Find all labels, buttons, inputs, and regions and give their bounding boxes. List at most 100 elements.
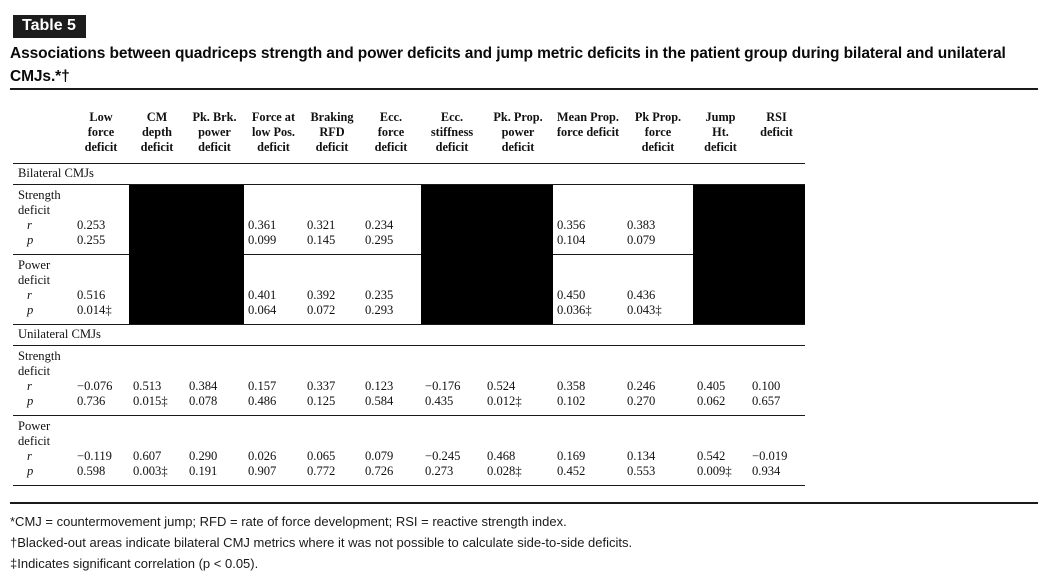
r-value: 0.524	[487, 379, 516, 393]
r-value: 0.405	[697, 379, 726, 393]
p-value: 0.078	[189, 394, 218, 408]
blacked-out-cell	[748, 254, 805, 325]
column-header: Braking RFD deficit	[303, 98, 361, 164]
table-cell: 0.401 0.064	[244, 254, 303, 325]
table-cell: 0.607 0.003‡	[129, 415, 185, 486]
table-cell: 0.361 0.099	[244, 185, 303, 255]
p-value: 0.079	[627, 233, 656, 247]
r-value: −0.245	[425, 449, 461, 463]
r-value: 0.356	[557, 218, 586, 232]
table-cell: 0.079 0.726	[361, 415, 421, 486]
table-cell: −0.076 0.736	[73, 346, 129, 416]
column-header: Pk. Brk. power deficit	[185, 98, 244, 164]
blacked-out-cell	[483, 254, 553, 325]
p-value: 0.099	[248, 233, 277, 247]
table-title: Associations between quadriceps strength…	[10, 45, 1006, 85]
p-value: 0.772	[307, 464, 336, 478]
r-value: 0.383	[627, 218, 656, 232]
table-cell: 0.100 0.657	[748, 346, 805, 416]
r-value: 0.516	[77, 288, 106, 302]
metric-row-label: Power deficit r p	[13, 254, 73, 325]
metric-row-label: Strength deficit r p	[13, 346, 73, 416]
p-value: 0.104	[557, 233, 586, 247]
r-value: 0.134	[627, 449, 656, 463]
table-cell: 0.524 0.012‡	[483, 346, 553, 416]
table-cell: 0.026 0.907	[244, 415, 303, 486]
table-cell: 0.246 0.270	[623, 346, 693, 416]
blacked-out-cell	[483, 184, 553, 255]
table-cell: 0.358 0.102	[553, 346, 623, 416]
table-cell: 0.234 0.295	[361, 185, 421, 255]
section-label: Bilateral CMJs	[13, 163, 805, 185]
column-header: Ecc. stiffness deficit	[421, 98, 483, 164]
title-divider-rule	[10, 88, 1038, 90]
p-value: 0.015‡	[133, 394, 168, 408]
metric-row-label: Power deficit r p	[13, 415, 73, 486]
r-value: 0.246	[627, 379, 656, 393]
table-cell: 0.065 0.772	[303, 415, 361, 486]
column-header: Jump Ht. deficit	[693, 98, 748, 164]
blacked-out-cell	[185, 184, 244, 255]
table-cell: 0.321 0.145	[303, 185, 361, 255]
blacked-out-cell	[129, 254, 185, 325]
r-value: 0.234	[365, 218, 394, 232]
table-body: Bilateral CMJs Strength deficit r p 0.253 0.2…	[13, 163, 805, 486]
footnote-divider-rule	[10, 502, 1038, 504]
p-value: 0.014‡	[77, 303, 112, 317]
table-cell: 0.235 0.293	[361, 254, 421, 325]
p-value: 0.435	[425, 394, 454, 408]
r-value: 0.123	[365, 379, 394, 393]
table-cell: 0.513 0.015‡	[129, 346, 185, 416]
blacked-out-cell	[185, 254, 244, 325]
table-cell: −0.019 0.934	[748, 415, 805, 486]
table-cell: 0.436 0.043‡	[623, 254, 693, 325]
p-value: 0.598	[77, 464, 106, 478]
table-cell: −0.245 0.273	[421, 415, 483, 486]
table-cell: 0.356 0.104	[553, 185, 623, 255]
r-sub-label: r	[27, 218, 32, 232]
p-value: 0.043‡	[627, 303, 662, 317]
p-value: 0.102	[557, 394, 586, 408]
r-value: 0.361	[248, 218, 277, 232]
footnote-line: *CMJ = countermovement jump; RFD = rate …	[10, 514, 567, 529]
p-value: 0.062	[697, 394, 726, 408]
p-value: 0.255	[77, 233, 106, 247]
table-cell: 0.290 0.191	[185, 415, 244, 486]
table-cell: 0.405 0.062	[693, 346, 748, 416]
table-cell: 0.384 0.078	[185, 346, 244, 416]
blacked-out-cell	[748, 184, 805, 255]
r-value: 0.321	[307, 218, 336, 232]
p-value: 0.273	[425, 464, 454, 478]
column-header: Pk Prop. force deficit	[623, 98, 693, 164]
p-value: 0.145	[307, 233, 336, 247]
r-sub-label: r	[27, 288, 32, 302]
p-value: 0.072	[307, 303, 336, 317]
footnote-line: †Blacked-out areas indicate bilateral CM…	[10, 535, 633, 550]
r-value: 0.401	[248, 288, 277, 302]
r-value: −0.176	[425, 379, 461, 393]
footnotes: *CMJ = countermovement jump; RFD = rate …	[10, 511, 1040, 574]
correlation-table: Low force deficit CM depth deficit Pk. Brk…	[13, 98, 805, 486]
table-cell: 0.516 0.014‡	[73, 254, 129, 325]
p-value: 0.295	[365, 233, 394, 247]
table-cell: 0.169 0.452	[553, 415, 623, 486]
r-value: 0.392	[307, 288, 336, 302]
p-value: 0.012‡	[487, 394, 522, 408]
p-value: 0.584	[365, 394, 394, 408]
r-value: 0.026	[248, 449, 277, 463]
p-sub-label: p	[27, 394, 34, 408]
blacked-out-cell	[421, 184, 483, 255]
r-value: 0.157	[248, 379, 277, 393]
p-value: 0.003‡	[133, 464, 168, 478]
blacked-out-cell	[129, 184, 185, 255]
blacked-out-cell	[693, 254, 748, 325]
p-value: 0.934	[752, 464, 781, 478]
p-value: 0.907	[248, 464, 277, 478]
table-cell: 0.450 0.036‡	[553, 254, 623, 325]
r-value: 0.513	[133, 379, 162, 393]
r-value: 0.607	[133, 449, 162, 463]
table-cell: 0.134 0.553	[623, 415, 693, 486]
column-header: CM depth deficit	[129, 98, 185, 164]
table-cell: 0.337 0.125	[303, 346, 361, 416]
r-value: 0.253	[77, 218, 106, 232]
